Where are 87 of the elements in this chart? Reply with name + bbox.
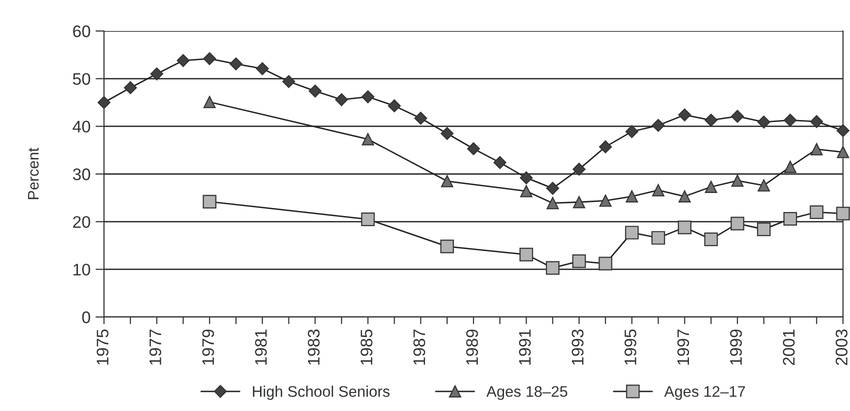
point [388,99,401,112]
y-tick-label: 50 [72,73,90,85]
x-tick-label: 1989 [466,330,478,365]
point [784,114,797,127]
point [652,184,664,196]
x-tick-label: 1991 [518,330,531,365]
point [758,179,770,192]
point [704,232,718,246]
point [836,206,850,220]
point [203,96,216,108]
point [572,254,586,268]
point [546,196,559,210]
point [519,248,534,262]
point [361,212,375,226]
x-tick-label: 1997 [677,330,690,365]
x-tick-label: 2003 [836,330,848,366]
x-tick-label: 1981 [255,330,267,365]
point [546,261,560,275]
point [414,112,428,125]
point [652,118,665,132]
y-tick-label: 30 [72,168,90,180]
x-tick-label: 1979 [202,330,214,365]
point [440,175,454,188]
point [731,174,744,187]
x-tick-label: 1995 [624,330,636,365]
point [282,75,296,88]
y-tick-label: 20 [73,216,90,228]
point [836,124,850,138]
point [440,240,454,254]
point [810,143,823,156]
x-tick-label: 1985 [360,330,372,365]
x-tick-label: 1975 [96,330,108,365]
point [625,226,639,240]
x-tick-label: 1977 [149,330,162,365]
point [176,54,190,67]
point [124,81,137,94]
y-tick-label: 10 [74,264,90,276]
y-tick-label: 60 [73,25,90,38]
y-axis-title: Percent [28,148,39,200]
legend-label: Ages 12–17 [664,386,745,400]
point [520,185,532,198]
point [150,67,164,80]
point [757,116,770,128]
point [784,160,796,173]
point [810,205,824,219]
point [810,115,824,128]
point [704,180,718,193]
point [704,114,718,127]
x-tick-label: 1999 [730,330,742,365]
point [598,256,612,270]
point [493,156,506,170]
x-tick-label: 1993 [572,330,584,365]
point [440,127,454,140]
point [625,125,638,138]
point [203,52,216,66]
point [546,182,560,195]
point [730,216,744,230]
point [256,62,269,76]
x-tick-label: 1983 [308,330,320,365]
point [678,190,691,203]
point [308,84,322,98]
point [678,108,692,122]
point [572,162,586,176]
point [599,194,612,207]
point [520,171,533,184]
point [730,110,744,123]
point [651,231,666,245]
point [757,222,771,236]
point [335,93,348,106]
x-tick-label: 1987 [413,330,426,365]
x-tick-label: 2001 [782,330,795,366]
point [599,140,612,154]
point [467,142,480,156]
point [361,90,374,104]
point [783,212,798,226]
y-tick-label: 0 [82,311,90,324]
point [836,146,850,158]
legend-label: High School Seniors [252,386,390,400]
legend-label: Ages 18–25 [486,386,568,400]
point [572,196,586,208]
point [678,220,692,234]
point [626,190,638,203]
point [230,57,242,70]
point [98,96,110,109]
point [362,133,374,146]
y-tick-label: 40 [72,120,90,133]
point [202,194,216,208]
